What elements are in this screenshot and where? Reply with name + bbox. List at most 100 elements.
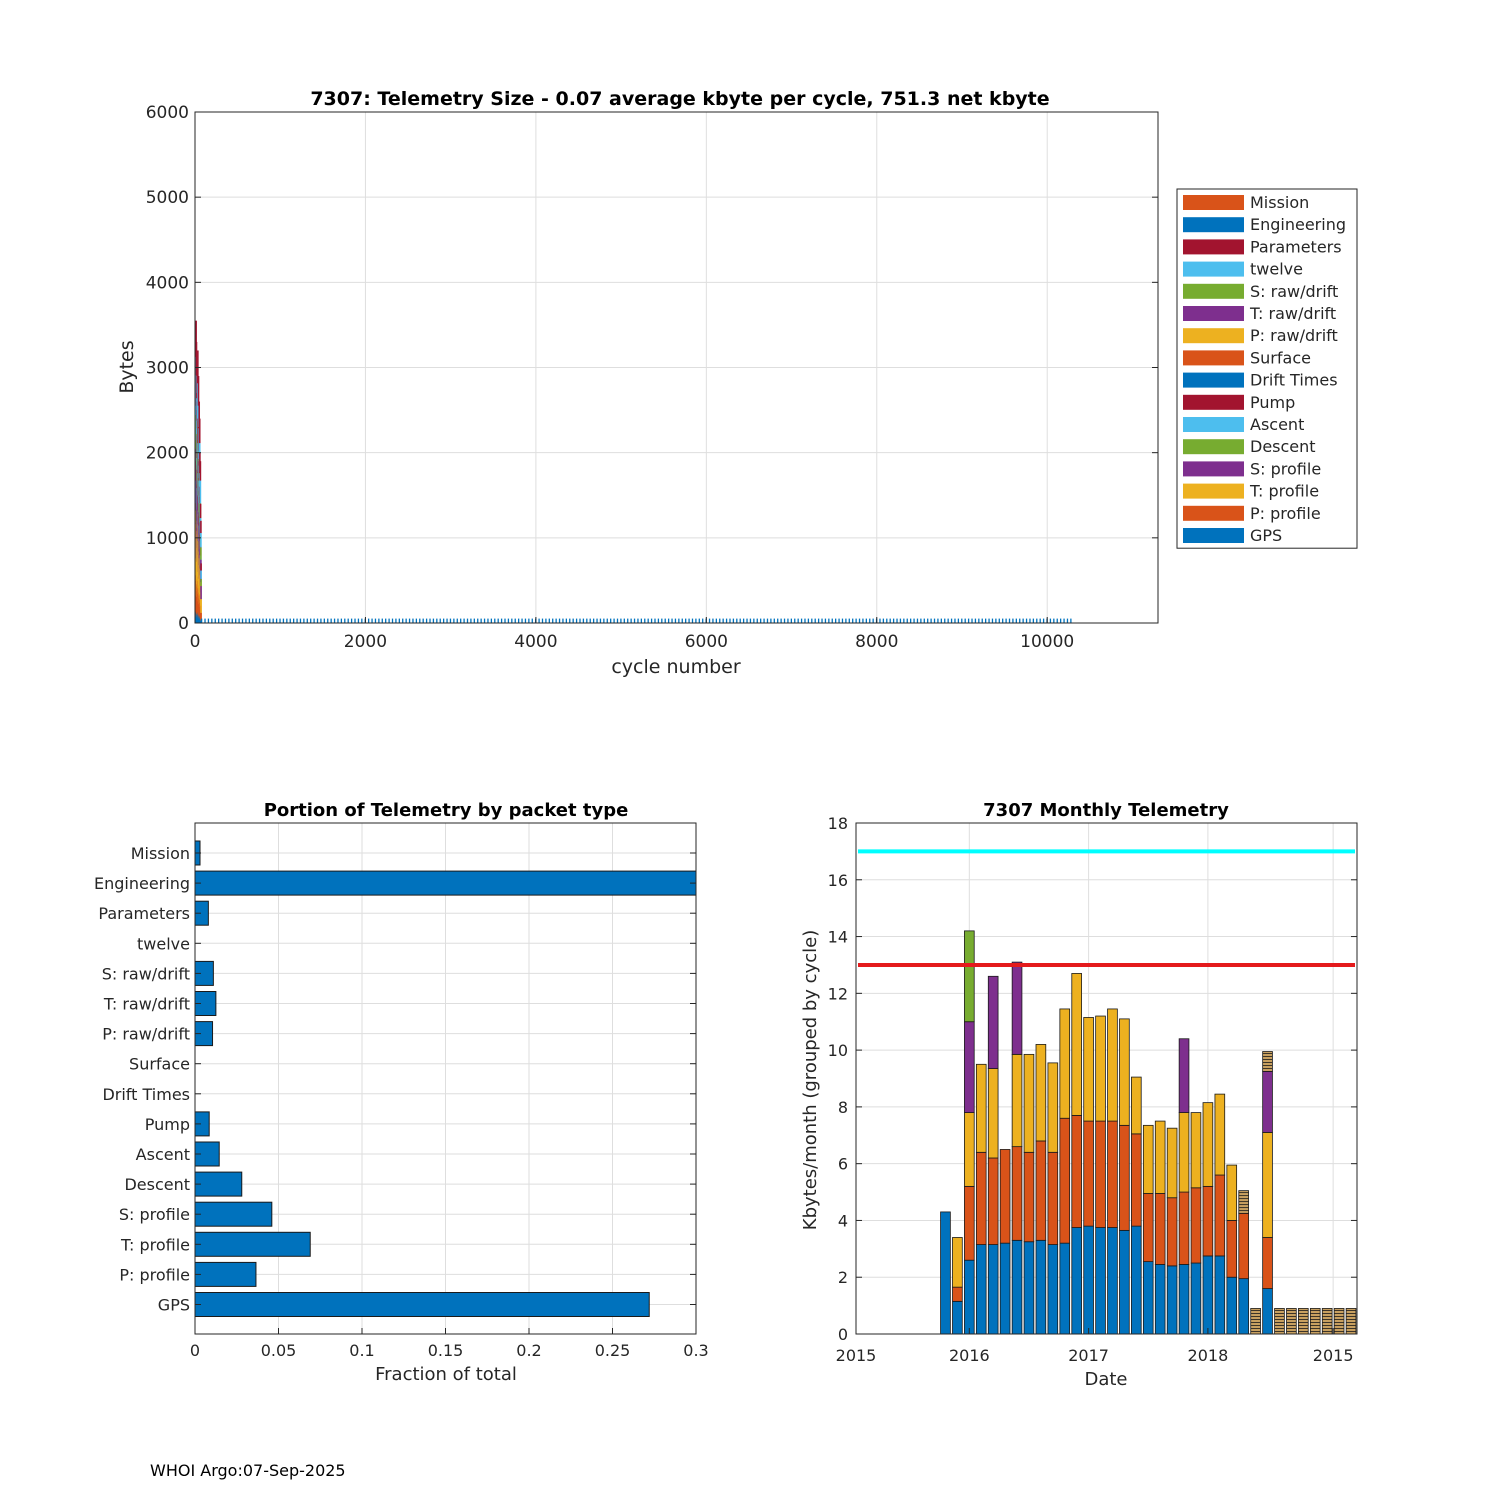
telemetry-size-bar bbox=[681, 618, 683, 623]
portion-xtick-label: 0.1 bbox=[349, 1341, 374, 1360]
telemetry-size-bar bbox=[374, 618, 377, 623]
telemetry-size-bar bbox=[538, 618, 540, 623]
monthly-bar-segment bbox=[1142, 1193, 1154, 1263]
telemetry-size-bar bbox=[698, 618, 700, 623]
telemetry-size-bar bbox=[1049, 618, 1052, 623]
monthly-bar-segment bbox=[1131, 1133, 1142, 1227]
telemetry-size-bar bbox=[848, 618, 850, 623]
telemetry-size-bar bbox=[630, 618, 632, 623]
telemetry-size-bar-segment bbox=[199, 480, 202, 504]
telemetry-size-bar bbox=[572, 618, 574, 623]
telemetry-size-xtick-label: 6000 bbox=[685, 632, 728, 652]
telemetry-size-bar bbox=[1042, 618, 1045, 623]
telemetry-size-bar bbox=[882, 618, 885, 623]
telemetry-size-bar bbox=[896, 618, 898, 623]
monthly-bar-segment bbox=[964, 1021, 975, 1113]
telemetry-size-bar bbox=[313, 618, 315, 623]
portion-xlabel: Fraction of total bbox=[375, 1364, 517, 1385]
telemetry-size-bar-segment bbox=[200, 612, 202, 621]
telemetry-size-bar bbox=[293, 618, 295, 623]
telemetry-size-bar bbox=[357, 618, 360, 623]
telemetry-size-bar bbox=[214, 618, 216, 623]
telemetry-size-bar bbox=[483, 618, 486, 623]
telemetry-size-bar bbox=[1056, 618, 1058, 623]
monthly-bar-segment bbox=[975, 1244, 987, 1335]
legend-swatch-p-raw-drift bbox=[1183, 328, 1244, 344]
telemetry-size-bar bbox=[453, 618, 455, 623]
telemetry-size-bar bbox=[981, 618, 983, 623]
portion-category-label: T: raw/drift bbox=[103, 995, 190, 1014]
telemetry-size-bar bbox=[954, 618, 956, 623]
telemetry-size-bar bbox=[395, 618, 397, 623]
telemetry-size-bar bbox=[957, 618, 960, 623]
monthly-xtick-label: 2016 bbox=[949, 1346, 990, 1365]
telemetry-size-bar bbox=[872, 618, 874, 623]
telemetry-size-ytick-label: 6000 bbox=[146, 103, 189, 123]
telemetry-size-bar bbox=[596, 618, 598, 623]
portion-category-label: T: profile bbox=[120, 1235, 190, 1254]
telemetry-size-bar bbox=[644, 618, 646, 623]
portion-category-label: Drift Times bbox=[102, 1085, 190, 1104]
monthly-bar-segment bbox=[1214, 1174, 1226, 1257]
telemetry-size-bar bbox=[371, 618, 373, 623]
telemetry-size-bar bbox=[582, 618, 585, 623]
telemetry-size-bar bbox=[722, 618, 724, 623]
telemetry-size-bar bbox=[770, 618, 772, 623]
telemetry-size-xtick-label: 8000 bbox=[855, 632, 898, 652]
telemetry-size-bar bbox=[412, 618, 414, 623]
telemetry-size-bar bbox=[903, 618, 905, 623]
telemetry-size-ticks: 0 2000 4000 6000 8000 10000 0 1000 2000 3000 4000 5… bbox=[146, 103, 1158, 652]
monthly-bar-striped bbox=[1262, 1051, 1273, 1072]
telemetry-size-bar bbox=[1002, 618, 1004, 623]
legend-label: Pump bbox=[1250, 393, 1295, 412]
telemetry-size-bar bbox=[756, 618, 758, 623]
portion-by-packet-chart: 0 0.05 0.1 0.15 0.2 0.25 0.3 Mission Engineering… bbox=[94, 800, 709, 1385]
legend-label: P: profile bbox=[1250, 504, 1321, 523]
telemetry-size-bar bbox=[985, 618, 987, 623]
monthly-bar-segment bbox=[975, 1063, 987, 1153]
telemetry-size-bar bbox=[991, 618, 994, 623]
monthly-bar-segment bbox=[952, 1286, 963, 1302]
telemetry-size-bar bbox=[299, 618, 302, 623]
legend-label: Engineering bbox=[1250, 215, 1346, 234]
monthly-bar-segment bbox=[987, 975, 999, 1069]
monthly-xtick-label: 2018 bbox=[1188, 1346, 1229, 1365]
monthly-bar-segment bbox=[1011, 1146, 1023, 1241]
telemetry-size-bar bbox=[947, 618, 949, 623]
telemetry-size-bar bbox=[460, 618, 462, 623]
telemetry-size-bar bbox=[524, 618, 527, 623]
monthly-bar-segment bbox=[1131, 1225, 1142, 1335]
telemetry-size-bar bbox=[964, 618, 966, 623]
telemetry-size-bar bbox=[1039, 618, 1041, 623]
telemetry-size-bar bbox=[545, 618, 547, 623]
telemetry-size-bar bbox=[477, 618, 479, 623]
telemetry-size-bar bbox=[262, 618, 264, 623]
telemetry-size-bar bbox=[674, 618, 677, 623]
telemetry-size-bar bbox=[691, 618, 694, 623]
monthly-bar-segment bbox=[1178, 1038, 1190, 1113]
portion-category-label: GPS bbox=[158, 1296, 190, 1315]
monthly-ytick-label: 14 bbox=[828, 928, 848, 947]
portion-title: Portion of Telemetry by packet type bbox=[264, 800, 629, 821]
monthly-bar-segment bbox=[1023, 1151, 1035, 1243]
telemetry-size-bar bbox=[995, 618, 997, 623]
telemetry-size-bars bbox=[194, 320, 1072, 623]
telemetry-size-bar bbox=[367, 618, 370, 623]
monthly-bar-segment bbox=[964, 1185, 975, 1261]
telemetry-size-bar bbox=[606, 618, 608, 623]
telemetry-size-bar bbox=[224, 618, 227, 623]
telemetry-size-bar bbox=[589, 618, 591, 623]
legend-swatch-parameters bbox=[1183, 239, 1244, 255]
monthly-bar-striped bbox=[1250, 1308, 1261, 1335]
telemetry-size-bar bbox=[804, 618, 806, 623]
telemetry-size-bar bbox=[616, 618, 619, 623]
telemetry-size-ytick-label: 0 bbox=[178, 614, 189, 634]
telemetry-size-bar bbox=[1032, 618, 1035, 623]
portion-bars bbox=[194, 840, 697, 1317]
telemetry-size-bar bbox=[1022, 618, 1024, 623]
telemetry-size-bar-segment bbox=[197, 376, 200, 406]
portion-bar-t-profile bbox=[194, 1231, 311, 1257]
telemetry-size-bar bbox=[575, 618, 578, 623]
telemetry-size-bar bbox=[930, 618, 932, 623]
telemetry-size-bar-segment bbox=[198, 401, 201, 429]
